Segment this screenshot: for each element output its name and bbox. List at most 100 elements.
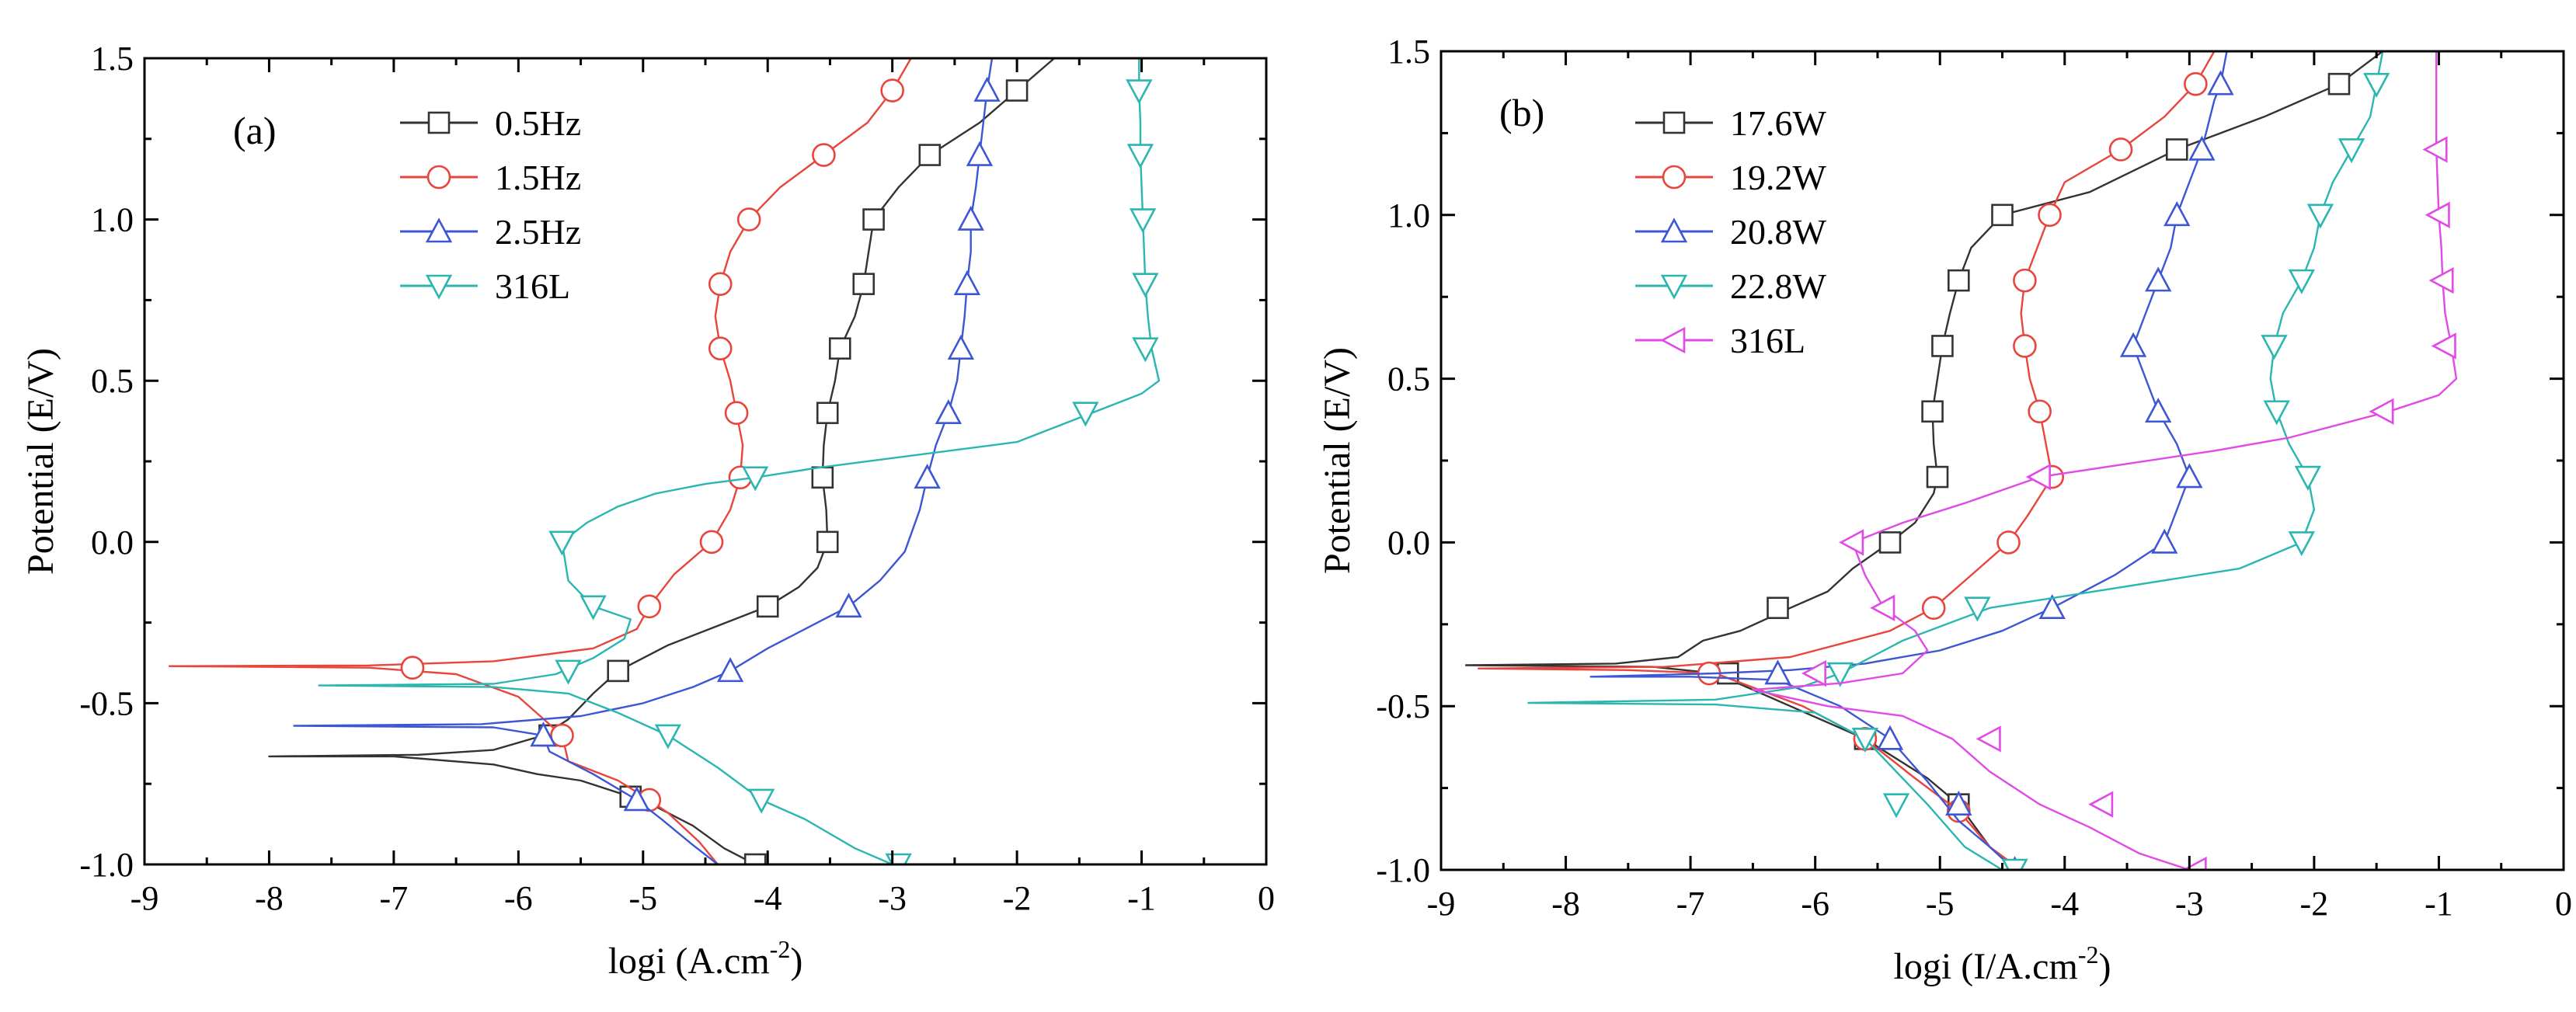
x-tick-label: -5 bbox=[1926, 885, 1955, 923]
legend-marker-316l bbox=[425, 274, 453, 300]
data-point-2-5hz-2 bbox=[716, 657, 744, 683]
data-point-2-5hz-4 bbox=[914, 464, 941, 489]
series-line-17-6w bbox=[1464, 51, 2383, 870]
data-point-20-8w-2 bbox=[1876, 725, 1904, 750]
data-point-316l-4 bbox=[580, 595, 607, 621]
data-point-22-8w-4 bbox=[1964, 596, 1991, 622]
data-point-0-5hz-3 bbox=[607, 659, 629, 683]
data-point-17-6w-5 bbox=[1926, 465, 1949, 489]
data-point-0-5hz-9 bbox=[852, 273, 875, 295]
series-line-19-2w bbox=[1478, 51, 2216, 870]
data-point-0-5hz-4 bbox=[756, 595, 779, 618]
legend-marker-19-2w bbox=[1662, 165, 1687, 190]
x-tick-label: -9 bbox=[1427, 885, 1456, 923]
legend-marker-1-5hz bbox=[426, 165, 451, 190]
x-tick-label: -6 bbox=[1801, 885, 1829, 923]
legend-marker-316l bbox=[1660, 326, 1686, 354]
data-point-22-8w-12 bbox=[2362, 72, 2390, 98]
x-axis-title-main: logi (I/A.cm bbox=[1894, 946, 2078, 987]
data-point-22-8w-10 bbox=[2306, 203, 2334, 229]
y-tick-label: 0.0 bbox=[1387, 523, 1430, 562]
data-point-316l-9 bbox=[1132, 273, 1159, 298]
data-point-316l-7 bbox=[1072, 402, 1099, 427]
legend-label-2-5hz: 2.5Hz bbox=[495, 212, 581, 252]
x-tick-label: -2 bbox=[1003, 879, 1032, 917]
data-point-19-2w-7 bbox=[2013, 334, 2037, 358]
data-point-22-8w-7 bbox=[2263, 400, 2290, 426]
y-tick-label: -0.5 bbox=[1376, 687, 1430, 725]
data-point-2-5hz-0 bbox=[623, 786, 650, 812]
data-point-22-8w-3 bbox=[1826, 662, 1854, 687]
panel-label: (a) bbox=[233, 109, 277, 152]
data-point-316l-10 bbox=[1129, 208, 1157, 234]
series-line-22-8w bbox=[1527, 51, 2384, 870]
x-tick-label: -1 bbox=[2425, 885, 2453, 923]
data-point-22-8w-9 bbox=[2288, 269, 2316, 294]
y-tick-label: 1.0 bbox=[91, 201, 134, 239]
data-point-316l-2 bbox=[654, 724, 682, 749]
x-axis-title-superscript: -2 bbox=[2078, 941, 2099, 969]
data-point-17-6w-6 bbox=[1921, 400, 1944, 423]
y-tick-label: 0.5 bbox=[91, 362, 134, 400]
legend-marker-20-8w bbox=[1660, 217, 1688, 243]
data-point-22-8w-5 bbox=[2288, 531, 2316, 557]
data-point-2-5hz-3 bbox=[835, 593, 862, 618]
plot-area bbox=[1464, 51, 2458, 870]
data-point-2-5hz-1 bbox=[530, 722, 557, 747]
data-point-2-5hz-9 bbox=[966, 141, 994, 166]
data-point-1-5hz-4 bbox=[699, 530, 724, 555]
x-tick-label: -8 bbox=[1551, 885, 1580, 923]
x-tick-label: -6 bbox=[504, 879, 533, 917]
plot-frame bbox=[1439, 50, 2565, 871]
series-line-20-8w bbox=[1589, 51, 2228, 870]
data-point-20-8w-11 bbox=[2188, 135, 2216, 161]
legend: 17.6W 19.2W 20.8W 22.8W 316L bbox=[1635, 103, 1827, 360]
x-tick-label: 0 bbox=[2555, 885, 2572, 923]
data-point-1-5hz-9 bbox=[736, 207, 761, 231]
series-line-316l bbox=[1752, 51, 2458, 870]
data-point-17-6w-11 bbox=[2327, 72, 2351, 96]
x-tick-label: -7 bbox=[1676, 885, 1705, 923]
y-tick-label: -1.0 bbox=[1376, 851, 1430, 889]
plot-area bbox=[168, 58, 1161, 864]
legend-marker-17-6w bbox=[1662, 111, 1686, 134]
data-point-0-5hz-7 bbox=[816, 402, 839, 425]
data-point-20-8w-3 bbox=[1764, 659, 1791, 685]
x-axis-title-superscript: -2 bbox=[770, 935, 791, 963]
data-point-0-5hz-5 bbox=[816, 530, 839, 554]
legend-label-22-8w: 22.8W bbox=[1730, 266, 1827, 306]
x-tick-label: -4 bbox=[2050, 885, 2079, 923]
data-point-20-8w-9 bbox=[2145, 266, 2172, 292]
data-point-17-6w-7 bbox=[1931, 335, 1954, 357]
data-point-22-8w-0 bbox=[2001, 858, 2028, 870]
data-point-22-8w-2 bbox=[1851, 728, 1879, 753]
legend-label-1-5hz: 1.5Hz bbox=[495, 158, 581, 197]
series-line-1-5hz bbox=[168, 58, 912, 864]
data-point-17-6w-4 bbox=[1878, 531, 1902, 554]
data-point-316l-5 bbox=[548, 530, 576, 556]
data-point-1-5hz-2 bbox=[400, 656, 425, 680]
legend-marker-22-8w bbox=[1660, 274, 1688, 300]
x-axis-title-main: logi (A.cm bbox=[608, 941, 770, 982]
data-point-1-5hz-11 bbox=[880, 78, 904, 103]
data-point-0-5hz-11 bbox=[918, 144, 942, 166]
data-point-2-5hz-6 bbox=[947, 334, 975, 360]
data-point-316l-1 bbox=[748, 788, 775, 814]
legend-label-0-5hz: 0.5Hz bbox=[495, 103, 581, 143]
x-tick-label: -3 bbox=[2175, 885, 2204, 923]
data-point-17-6w-10 bbox=[2165, 138, 2188, 161]
y-tick-label: 1.5 bbox=[1387, 33, 1430, 71]
legend-marker-2-5hz bbox=[425, 217, 453, 243]
y-tick-label: 1.5 bbox=[91, 40, 134, 78]
panel-b: -9 -8 -7 -6 -5 -4 -3 -2 -1 0 -1.0 -0.5 0.0 0.5 1.0 1.5 l… bbox=[1317, 33, 2572, 987]
data-point-316l-5 bbox=[1839, 529, 1864, 556]
x-tick-label: -3 bbox=[878, 879, 907, 917]
data-point-20-8w-12 bbox=[2207, 70, 2234, 96]
data-point-19-2w-3 bbox=[1921, 596, 1946, 621]
x-axis-title: logi (A.cm-2) bbox=[608, 935, 803, 982]
data-point-17-6w-9 bbox=[1991, 203, 2014, 227]
data-point-1-5hz-7 bbox=[708, 336, 733, 360]
x-tick-label: -8 bbox=[255, 879, 284, 917]
data-point-17-6w-8 bbox=[1948, 269, 1970, 292]
series-line-316l bbox=[318, 58, 1161, 864]
